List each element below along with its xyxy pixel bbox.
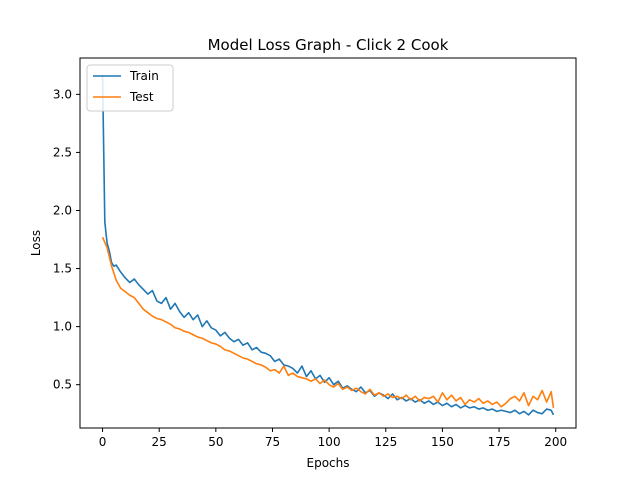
- series-layer: [101, 74, 555, 416]
- y-tick-label: 0.5: [53, 378, 72, 392]
- x-tick-label: 0: [99, 435, 107, 449]
- y-axis-label: Loss: [29, 230, 43, 256]
- y-tick-label: 1.5: [53, 262, 72, 276]
- x-tick-label: 200: [544, 435, 567, 449]
- y-tick-label: 2.5: [53, 145, 72, 159]
- x-tick-label: 25: [152, 435, 167, 449]
- x-axis: 0 25 50 75 100 125 150 175 200: [99, 428, 567, 449]
- y-axis: 0.5 1.0 1.5 2.0 2.5 3.0: [53, 87, 80, 392]
- legend-label-train: Train: [129, 69, 159, 83]
- legend: Train Test: [86, 64, 174, 112]
- plot-frame: [79, 57, 577, 429]
- x-tick-label: 125: [374, 435, 397, 449]
- y-tick-label: 1.0: [53, 320, 72, 334]
- legend-label-test: Test: [129, 90, 154, 104]
- y-tick-label: 2.0: [53, 203, 72, 217]
- x-axis-label: Epochs: [307, 456, 350, 470]
- x-tick-label: 100: [318, 435, 341, 449]
- x-tick-label: 50: [208, 435, 223, 449]
- chart-title: Model Loss Graph - Click 2 Cook: [208, 36, 449, 54]
- plot-area: [101, 74, 555, 416]
- series-line-train: [101, 74, 555, 416]
- x-tick-label: 175: [488, 435, 511, 449]
- x-tick-label: 75: [265, 435, 280, 449]
- series-line-test: [101, 236, 555, 409]
- x-tick-label: 150: [431, 435, 454, 449]
- y-tick-label: 3.0: [53, 87, 72, 101]
